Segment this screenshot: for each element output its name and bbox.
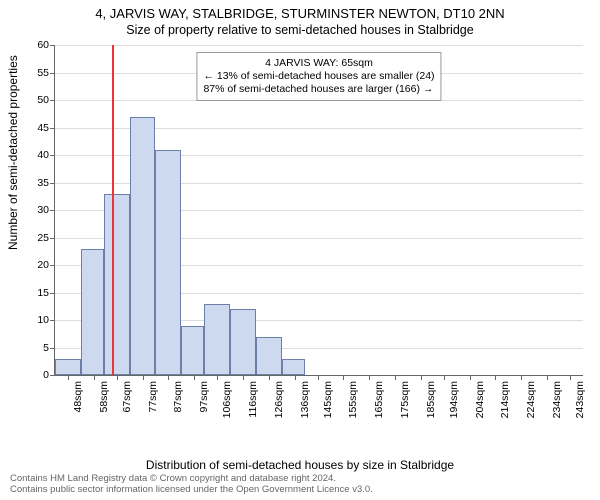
histogram-bar <box>282 359 305 376</box>
plot-area: 05101520253035404550556048sqm58sqm67sqm7… <box>54 45 583 376</box>
x-tick-mark <box>318 375 319 380</box>
x-tick-mark <box>143 375 144 380</box>
histogram-bar <box>104 194 130 376</box>
x-tick-label: 126sqm <box>273 381 285 418</box>
x-tick-mark <box>217 375 218 380</box>
annotation-box: 4 JARVIS WAY: 65sqm ← 13% of semi-detach… <box>196 52 441 101</box>
x-tick-mark <box>521 375 522 380</box>
x-tick-label: 58sqm <box>98 381 110 413</box>
x-tick-label: 194sqm <box>448 381 460 418</box>
x-tick-mark <box>68 375 69 380</box>
x-tick-mark <box>547 375 548 380</box>
x-tick-mark <box>495 375 496 380</box>
y-tick-label: 0 <box>43 369 49 381</box>
y-tick-label: 20 <box>37 259 49 271</box>
x-tick-mark <box>94 375 95 380</box>
histogram-bar <box>256 337 282 376</box>
y-tick-label: 40 <box>37 149 49 161</box>
histogram-bar <box>155 150 181 376</box>
y-tick-label: 25 <box>37 232 49 244</box>
y-tick-label: 15 <box>37 287 49 299</box>
x-tick-label: 243sqm <box>574 381 586 418</box>
x-tick-mark <box>243 375 244 380</box>
x-tick-mark <box>168 375 169 380</box>
histogram-bar <box>181 326 204 376</box>
chart-subtitle: Size of property relative to semi-detach… <box>0 21 600 37</box>
x-tick-label: 204sqm <box>474 381 486 418</box>
x-tick-label: 87sqm <box>172 381 184 413</box>
x-tick-label: 165sqm <box>373 381 385 418</box>
gridline <box>55 45 583 46</box>
x-tick-label: 214sqm <box>499 381 511 418</box>
x-tick-mark <box>395 375 396 380</box>
marker-line <box>112 45 114 375</box>
x-tick-label: 106sqm <box>221 381 233 418</box>
x-tick-label: 48sqm <box>72 381 84 413</box>
footer-attribution: Contains HM Land Registry data © Crown c… <box>10 474 373 496</box>
x-tick-label: 116sqm <box>247 381 259 418</box>
x-tick-mark <box>421 375 422 380</box>
x-tick-mark <box>295 375 296 380</box>
x-tick-label: 234sqm <box>551 381 563 418</box>
x-tick-mark <box>369 375 370 380</box>
y-tick-label: 5 <box>43 342 49 354</box>
chart-title: 4, JARVIS WAY, STALBRIDGE, STURMINSTER N… <box>0 0 600 21</box>
x-tick-label: 155sqm <box>347 381 359 418</box>
y-tick-label: 50 <box>37 94 49 106</box>
annotation-line-3: 87% of semi-detached houses are larger (… <box>203 83 434 96</box>
chart-container: 4, JARVIS WAY, STALBRIDGE, STURMINSTER N… <box>0 0 600 500</box>
x-tick-mark <box>470 375 471 380</box>
annotation-line-2: ← 13% of semi-detached houses are smalle… <box>203 70 434 83</box>
y-tick-label: 60 <box>37 39 49 51</box>
y-axis-label: Number of semi-detached properties <box>6 55 20 250</box>
histogram-bar <box>204 304 230 376</box>
y-tick-label: 10 <box>37 314 49 326</box>
x-tick-label: 67sqm <box>121 381 133 413</box>
y-tick-label: 55 <box>37 67 49 79</box>
x-tick-label: 77sqm <box>147 381 159 413</box>
x-tick-label: 224sqm <box>525 381 537 418</box>
histogram-bar <box>81 249 104 376</box>
x-tick-mark <box>343 375 344 380</box>
y-tick-label: 45 <box>37 122 49 134</box>
x-tick-label: 136sqm <box>299 381 311 418</box>
y-tick-label: 30 <box>37 204 49 216</box>
histogram-bar <box>130 117 156 376</box>
x-axis-label: Distribution of semi-detached houses by … <box>0 458 600 472</box>
annotation-line-1: 4 JARVIS WAY: 65sqm <box>203 57 434 70</box>
x-tick-mark <box>269 375 270 380</box>
x-tick-mark <box>117 375 118 380</box>
histogram-bar <box>230 309 256 375</box>
x-tick-mark <box>194 375 195 380</box>
x-tick-mark <box>570 375 571 380</box>
histogram-bar <box>55 359 81 376</box>
footer-line-2: Contains public sector information licen… <box>10 485 373 496</box>
x-tick-label: 97sqm <box>198 381 210 413</box>
x-tick-label: 145sqm <box>322 381 334 418</box>
x-tick-label: 175sqm <box>399 381 411 418</box>
x-tick-label: 185sqm <box>425 381 437 418</box>
y-tick-label: 35 <box>37 177 49 189</box>
x-tick-mark <box>444 375 445 380</box>
